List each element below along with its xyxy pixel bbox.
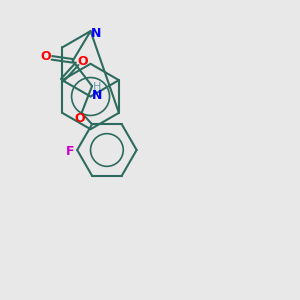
Text: O: O bbox=[40, 50, 51, 63]
Text: F: F bbox=[65, 145, 74, 158]
Text: H: H bbox=[93, 82, 101, 92]
Text: O: O bbox=[77, 55, 88, 68]
Text: N: N bbox=[91, 27, 101, 40]
Text: N: N bbox=[92, 88, 102, 101]
Text: O: O bbox=[75, 112, 86, 125]
